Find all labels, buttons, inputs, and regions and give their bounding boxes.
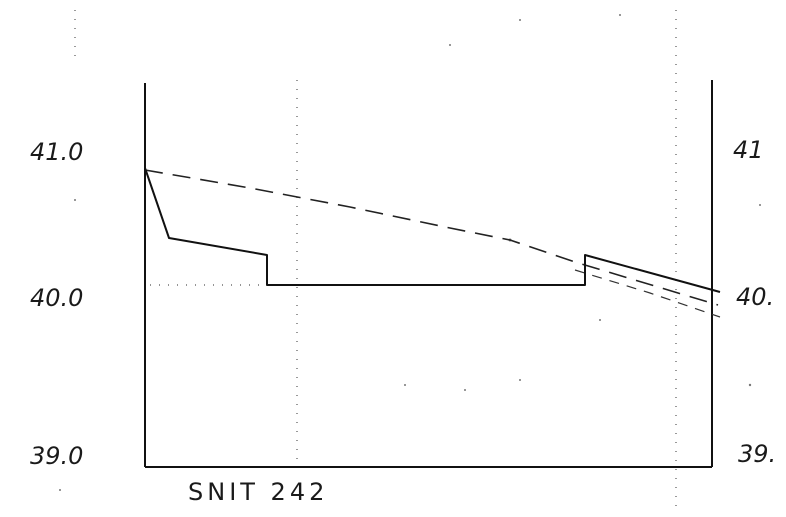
dashed-reference-line-upper bbox=[144, 169, 719, 306]
left-level-label-bottom: 39.0 bbox=[30, 442, 83, 470]
left-level-label-top: 41.0 bbox=[30, 138, 83, 166]
scan-specks bbox=[59, 14, 761, 491]
left-level-label-middle: 40.0 bbox=[30, 284, 83, 312]
right-level-label-top: 41 bbox=[733, 136, 764, 164]
dashed-reference-line-lower bbox=[574, 269, 721, 318]
construction-lines bbox=[74, 10, 677, 510]
right-level-label-bottom: 39. bbox=[738, 440, 776, 468]
section-label: SNIT 242 bbox=[188, 478, 328, 506]
section-frame bbox=[144, 80, 713, 468]
right-level-label-middle: 40. bbox=[736, 283, 774, 311]
design-profile-line bbox=[144, 167, 721, 293]
